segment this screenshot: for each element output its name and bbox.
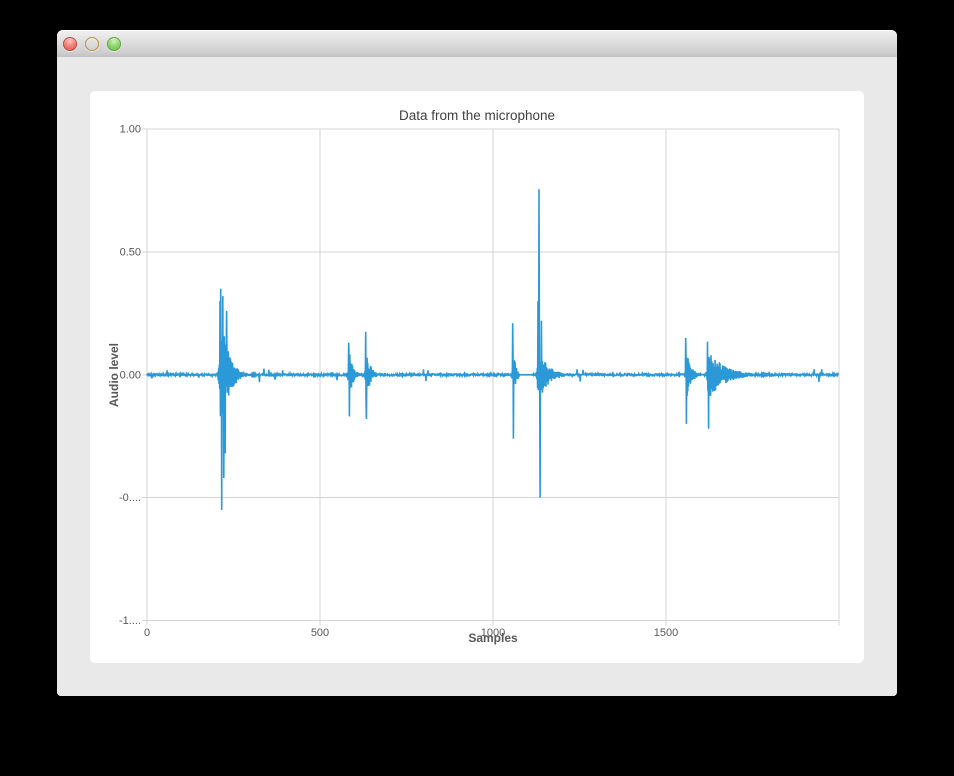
minimize-button[interactable] — [85, 36, 99, 51]
x-tick-label: 1500 — [654, 627, 678, 639]
close-button[interactable] — [63, 36, 77, 51]
y-tick-label: -0.... — [119, 492, 141, 504]
y-axis-title: Audio level — [107, 343, 121, 407]
waveform-series — [146, 189, 840, 510]
title-bar[interactable] — [57, 30, 897, 58]
window-body: 0 500 1000 1500 1.00 0.50 0.00 -0.... -1.... Dat… — [57, 57, 897, 696]
y-tick-label: 0.00 — [120, 369, 141, 381]
y-tick-label: 0.50 — [120, 246, 141, 258]
x-tick-label: 500 — [311, 627, 329, 639]
x-tick-label: 0 — [144, 627, 150, 639]
y-tick-label: -1.... — [119, 615, 141, 627]
waveform-line — [146, 189, 840, 510]
x-axis-title: Samples — [468, 631, 518, 645]
x-tick-label: 1000 — [481, 627, 505, 639]
zoom-button[interactable] — [107, 36, 121, 51]
app-window: 0 500 1000 1500 1.00 0.50 0.00 -0.... -1.... Dat… — [57, 30, 897, 696]
chart-card: 0 500 1000 1500 1.00 0.50 0.00 -0.... -1.... Dat… — [90, 91, 864, 663]
microphone-chart: 0 500 1000 1500 1.00 0.50 0.00 -0.... -1.... Dat… — [107, 108, 840, 645]
y-tick-label: 1.00 — [120, 124, 141, 136]
chart-title: Data from the microphone — [399, 108, 555, 123]
axis-tick-labels: 0 500 1000 1500 1.00 0.50 0.00 -0.... -1.... — [119, 124, 678, 640]
